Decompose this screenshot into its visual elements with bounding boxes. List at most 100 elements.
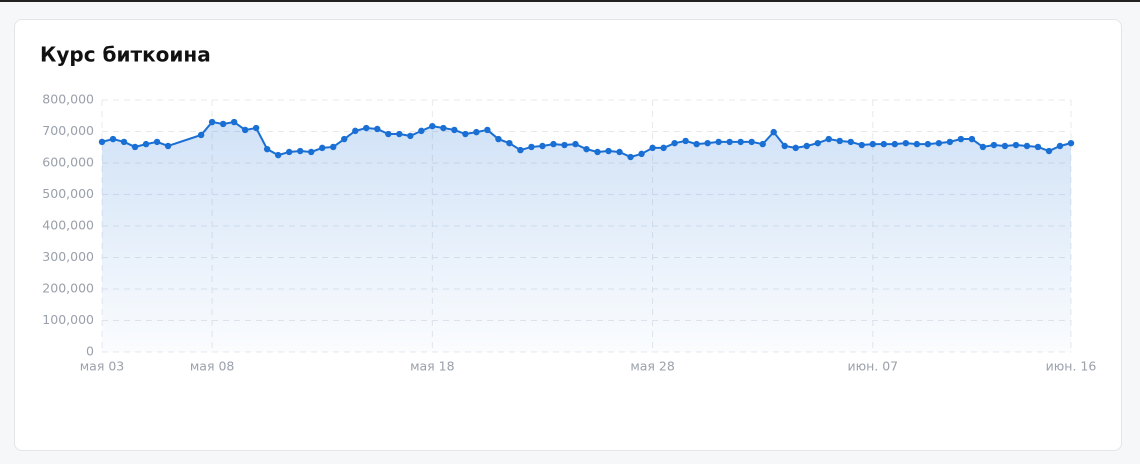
point — [197, 131, 205, 139]
point — [638, 150, 645, 158]
point — [880, 140, 888, 148]
point — [1067, 139, 1075, 147]
point — [1012, 141, 1020, 149]
x-tick-label: июн. 07 — [847, 359, 898, 374]
point — [583, 145, 590, 153]
point — [847, 138, 854, 146]
point — [759, 140, 766, 148]
point — [429, 122, 436, 130]
point — [484, 126, 491, 134]
y-tick-label: 400,000 — [42, 218, 94, 233]
point — [1045, 147, 1053, 155]
point — [594, 148, 601, 156]
point — [539, 142, 546, 150]
point — [285, 148, 293, 156]
point — [374, 125, 381, 133]
x-tick-label: мая 28 — [630, 359, 675, 374]
point — [605, 147, 612, 155]
point — [649, 144, 656, 152]
y-tick-label: 700,000 — [42, 123, 94, 138]
point — [627, 153, 634, 161]
point — [164, 142, 172, 150]
point — [814, 139, 821, 147]
point — [770, 128, 777, 136]
point — [946, 138, 954, 146]
point — [990, 141, 998, 149]
point — [803, 142, 810, 150]
point — [704, 139, 711, 147]
y-tick-label: 600,000 — [42, 155, 94, 170]
point — [671, 139, 678, 147]
point — [748, 138, 755, 146]
y-tick-label: 300,000 — [42, 249, 94, 264]
point — [781, 142, 788, 150]
point — [1056, 142, 1064, 150]
x-tick-label: мая 03 — [80, 359, 125, 374]
point — [891, 140, 899, 148]
point — [462, 130, 469, 138]
point — [968, 135, 976, 143]
area — [102, 122, 1071, 352]
point — [1023, 142, 1031, 150]
point — [902, 139, 910, 147]
point — [451, 126, 458, 134]
point — [297, 147, 304, 155]
point — [693, 140, 700, 148]
point — [120, 138, 128, 146]
point — [252, 124, 260, 132]
point — [219, 120, 227, 128]
x-tick-label: июн. 16 — [1046, 359, 1097, 374]
point — [473, 128, 480, 136]
point — [319, 144, 326, 152]
point — [913, 140, 921, 148]
point — [98, 138, 106, 146]
point — [363, 124, 370, 132]
point — [572, 140, 579, 148]
y-tick-label: 200,000 — [42, 281, 94, 296]
point — [858, 141, 865, 149]
point — [550, 140, 557, 148]
point — [825, 135, 832, 143]
point — [682, 137, 689, 145]
point — [792, 144, 799, 152]
point — [352, 127, 359, 135]
y-tick-label: 100,000 — [42, 312, 94, 327]
point — [341, 135, 348, 143]
point — [616, 148, 623, 156]
x-tick-label: мая 18 — [410, 359, 455, 374]
point — [418, 127, 425, 135]
point — [330, 143, 337, 151]
point — [836, 137, 843, 145]
point — [495, 135, 502, 143]
point — [407, 132, 414, 140]
point — [241, 126, 249, 134]
point — [142, 140, 150, 148]
y-tick-label: 800,000 — [42, 92, 94, 107]
point — [660, 144, 667, 152]
y-tick-label: 0 — [86, 344, 94, 359]
point — [109, 135, 117, 143]
point — [935, 139, 943, 147]
point — [308, 148, 315, 156]
point — [517, 146, 524, 154]
point — [1001, 142, 1009, 150]
point — [869, 140, 876, 148]
point — [230, 118, 238, 126]
point — [561, 141, 568, 149]
top-border — [0, 0, 1140, 2]
chart-title: Курс биткоина — [40, 43, 211, 67]
point — [924, 140, 932, 148]
point — [131, 143, 139, 151]
point — [979, 143, 987, 151]
point — [957, 135, 965, 143]
point — [263, 145, 271, 153]
point — [726, 138, 733, 146]
point — [528, 143, 535, 151]
point — [385, 130, 392, 138]
point — [440, 124, 447, 132]
point — [715, 138, 722, 146]
x-tick-label: мая 08 — [190, 359, 235, 374]
point — [396, 130, 403, 138]
